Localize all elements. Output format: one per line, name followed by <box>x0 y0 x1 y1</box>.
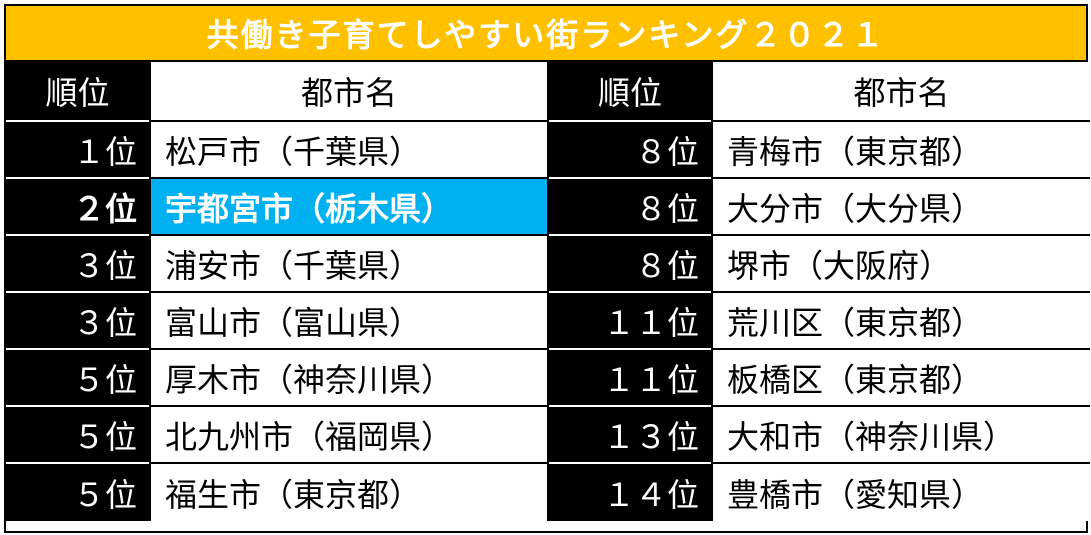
header-rank: 順位 <box>6 62 149 122</box>
rank-cell: １１位 <box>549 293 711 350</box>
header-city: 都市名 <box>711 62 1090 122</box>
ranking-table: 共働き子育てしやすい街ランキング２０２１ 順位 都市名 １位 松戸市（千葉県） … <box>4 4 1090 533</box>
rank-cell: １位 <box>6 122 149 179</box>
rank-cell: １１位 <box>549 350 711 407</box>
city-cell: 富山市（富山県） <box>149 293 547 350</box>
city-cell-highlight: 宇都宮市（栃木県） <box>149 179 547 236</box>
city-cell: 浦安市（千葉県） <box>149 236 547 293</box>
rank-cell: ８位 <box>549 179 711 236</box>
rank-cell: ８位 <box>549 122 711 179</box>
city-cell: 福生市（東京都） <box>149 464 547 521</box>
city-cell: 堺市（大阪府） <box>711 236 1090 293</box>
rank-cell: １３位 <box>549 407 711 464</box>
right-column-group: 順位 都市名 ８位 青梅市（東京都） ８位 大分市（大分県） ８位 堺市（大阪府… <box>547 62 1090 521</box>
rank-cell: ５位 <box>6 407 149 464</box>
rank-cell: ３位 <box>6 236 149 293</box>
rank-cell-highlight: ２位 <box>6 179 149 236</box>
table-title: 共働き子育てしやすい街ランキング２０２１ <box>6 6 1086 62</box>
rank-cell: ５位 <box>6 464 149 521</box>
header-city: 都市名 <box>149 62 547 122</box>
city-cell: 松戸市（千葉県） <box>149 122 547 179</box>
rank-cell: ５位 <box>6 350 149 407</box>
rank-cell: ８位 <box>549 236 711 293</box>
city-cell: 板橋区（東京都） <box>711 350 1090 407</box>
city-cell: 青梅市（東京都） <box>711 122 1090 179</box>
city-cell: 豊橋市（愛知県） <box>711 464 1090 521</box>
city-cell: 大分市（大分県） <box>711 179 1090 236</box>
city-cell: 厚木市（神奈川県） <box>149 350 547 407</box>
header-rank: 順位 <box>549 62 711 122</box>
rank-cell: ３位 <box>6 293 149 350</box>
city-cell: 北九州市（福岡県） <box>149 407 547 464</box>
city-cell: 荒川区（東京都） <box>711 293 1090 350</box>
left-column-group: 順位 都市名 １位 松戸市（千葉県） ２位 宇都宮市（栃木県） ３位 浦安市（千… <box>6 62 547 521</box>
rank-cell: １４位 <box>549 464 711 521</box>
city-cell: 大和市（神奈川県） <box>711 407 1090 464</box>
